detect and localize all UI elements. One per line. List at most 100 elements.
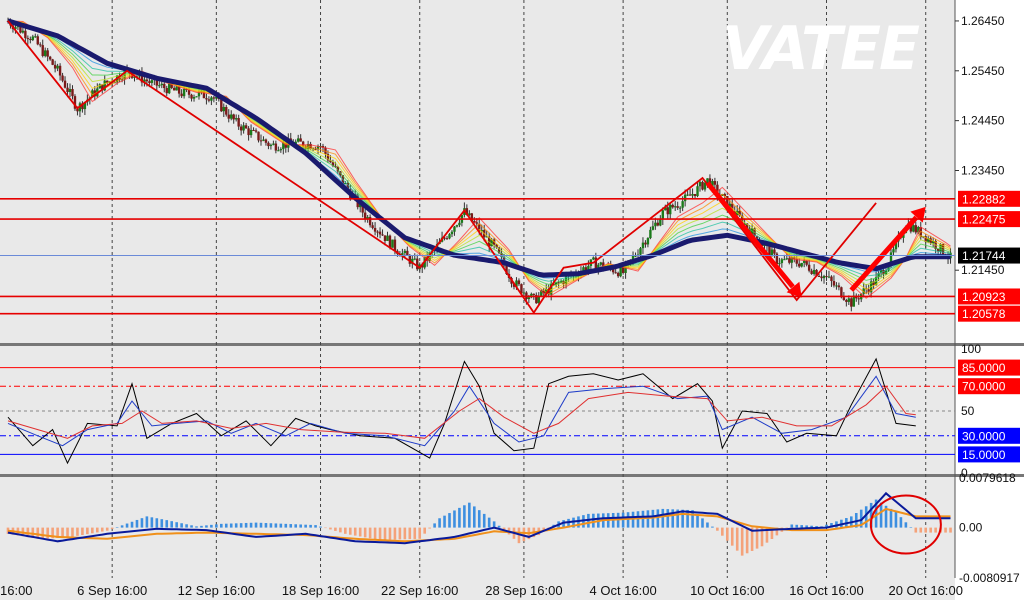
macd-histogram-bar [358, 527, 362, 537]
price-panel[interactable] [0, 17, 955, 315]
candle [244, 122, 248, 129]
candle-body [535, 294, 538, 304]
candle-body [691, 193, 694, 196]
candle [68, 83, 72, 98]
macd-histogram-bar [234, 523, 238, 528]
macd-histogram-bar [864, 506, 868, 528]
candle [520, 283, 523, 295]
macd-histogram-bar [353, 527, 357, 536]
candle [416, 254, 419, 272]
candle [133, 76, 136, 82]
candle-body [842, 297, 846, 301]
candle-body [683, 194, 687, 202]
candle [872, 278, 875, 290]
candle [165, 85, 168, 96]
candle [646, 237, 650, 248]
stoch-y-tick-label: 100 [961, 342, 981, 356]
macd-histogram-bar [909, 527, 913, 528]
stoch-level-label: 85.0000 [962, 361, 1006, 375]
candle-body [120, 79, 124, 81]
macd-histogram-bar [775, 527, 779, 536]
candle-body [795, 259, 798, 264]
candle-body [914, 225, 917, 233]
candle-body [542, 290, 545, 294]
candle-body [805, 260, 808, 265]
current-price-label: 1.21744 [962, 249, 1006, 263]
macd-histogram-bar [289, 524, 293, 528]
stoch-line [7, 357, 916, 465]
candle-body [63, 80, 67, 88]
candle-body [912, 225, 915, 232]
candle-body [163, 83, 166, 89]
macd-histogram-bar [274, 523, 278, 528]
macd-histogram-bar [160, 519, 164, 528]
candle-body [34, 36, 37, 38]
macd-histogram-bar [815, 526, 818, 528]
candle [296, 134, 300, 143]
macd-histogram-bar [666, 509, 670, 528]
candle-body [230, 114, 233, 119]
stochastic-panel[interactable] [0, 357, 955, 465]
current-price-label-bg [958, 247, 1020, 264]
candle [21, 27, 25, 34]
candle-body [894, 241, 898, 250]
candle [696, 182, 699, 198]
macd-histogram-bar [334, 527, 337, 531]
candle-body [168, 83, 171, 94]
candle-body [66, 87, 69, 93]
candle-body [279, 149, 283, 151]
candle-body [530, 293, 533, 298]
macd-histogram-bar [348, 527, 352, 535]
macd-y-tick-label: 0.00 [959, 521, 983, 535]
candle-body [827, 276, 831, 278]
candle-body [376, 231, 379, 233]
macd-histogram-bar [215, 524, 218, 528]
candle [247, 126, 250, 141]
macd-histogram-bar [636, 511, 640, 528]
macd-histogram-bar [477, 510, 481, 528]
candle-body [326, 154, 330, 161]
macd-panel[interactable] [6, 491, 952, 556]
candle-body [522, 292, 526, 294]
macd-histogram-bar [453, 510, 456, 528]
macd-histogram-bar [339, 527, 342, 533]
stoch-line [7, 385, 916, 439]
price-level-label: 1.22475 [962, 213, 1006, 227]
candle-body [155, 78, 159, 86]
candle-body [726, 196, 729, 209]
macd-histogram-bar [220, 523, 223, 528]
macd-histogram-bar [239, 523, 243, 528]
candle-body [706, 178, 709, 183]
macd-histogram-bar [592, 513, 595, 528]
macd-histogram-bar [120, 525, 124, 528]
candle-body [103, 80, 106, 91]
candle [453, 225, 456, 236]
candle-body [664, 207, 667, 211]
candle-body [31, 36, 35, 41]
macd-histogram-bar [185, 524, 188, 528]
candle [242, 122, 245, 134]
y-tick-label: 1.26450 [961, 14, 1005, 28]
candle-body [468, 213, 471, 215]
price-level-label-bg [958, 288, 1020, 305]
candle-body [611, 268, 615, 273]
candle [48, 55, 52, 61]
macd-histogram-bar [934, 527, 937, 533]
macd-histogram-bar [701, 518, 704, 528]
candle [29, 36, 32, 44]
macd-histogram-bar [135, 519, 139, 528]
candle-body [81, 103, 84, 110]
candle-body [485, 236, 488, 238]
candle-body [669, 204, 672, 215]
candle-body [386, 235, 389, 241]
candle [837, 282, 841, 291]
macd-histogram-bar [413, 527, 417, 539]
candle-body [234, 118, 238, 120]
macd-y-tick-label: -0.0080917 [959, 571, 1020, 585]
candle-body [274, 143, 278, 151]
macd-histogram-bar [309, 524, 312, 528]
macd-histogram-bar [418, 527, 422, 539]
macd-histogram-bar [830, 523, 833, 528]
macd-histogram-bar [492, 521, 496, 528]
